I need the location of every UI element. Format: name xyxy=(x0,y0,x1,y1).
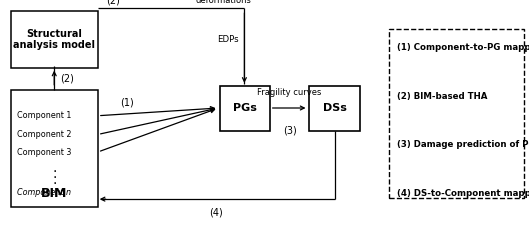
Text: EDPs: EDPs xyxy=(217,35,239,45)
Text: Component n: Component n xyxy=(17,189,71,198)
FancyBboxPatch shape xyxy=(220,86,270,130)
Text: Structural
analysis model: Structural analysis model xyxy=(13,29,95,50)
Text: PGs: PGs xyxy=(233,103,257,113)
Text: Component 3: Component 3 xyxy=(17,148,71,157)
FancyBboxPatch shape xyxy=(309,86,360,130)
Text: Fragility curves: Fragility curves xyxy=(258,88,322,97)
FancyBboxPatch shape xyxy=(389,29,524,198)
Text: ·: · xyxy=(52,171,57,185)
Text: BIM: BIM xyxy=(41,187,67,200)
Text: Structural
deformations: Structural deformations xyxy=(195,0,251,5)
Text: (2) BIM-based THA: (2) BIM-based THA xyxy=(397,92,487,101)
Text: (2): (2) xyxy=(60,74,75,84)
FancyBboxPatch shape xyxy=(11,11,98,68)
Text: (1): (1) xyxy=(120,97,134,107)
Text: (3): (3) xyxy=(283,126,296,135)
FancyBboxPatch shape xyxy=(11,90,98,207)
Text: (1) Component-to-PG mapping: (1) Component-to-PG mapping xyxy=(397,43,529,52)
Text: (2): (2) xyxy=(106,0,120,6)
Text: (3) Damage prediction of PGs;: (3) Damage prediction of PGs; xyxy=(397,140,529,149)
Text: Component 1: Component 1 xyxy=(17,111,71,120)
Text: DSs: DSs xyxy=(323,103,346,113)
Text: Component 2: Component 2 xyxy=(17,130,71,139)
Text: (4) DS-to-Component mapping: (4) DS-to-Component mapping xyxy=(397,189,529,198)
Text: ·: · xyxy=(52,165,57,179)
Text: (4): (4) xyxy=(209,208,223,218)
Text: ·: · xyxy=(52,177,57,191)
